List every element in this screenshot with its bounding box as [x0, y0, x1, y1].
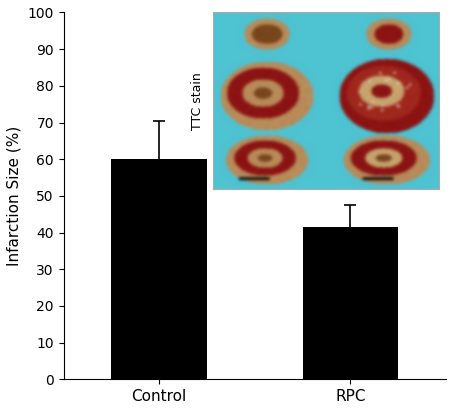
Text: TTC stain: TTC stain [191, 72, 203, 129]
Text: 5mm: 5mm [366, 180, 398, 193]
Y-axis label: Infarction Size (%): Infarction Size (%) [7, 126, 22, 266]
Bar [111, 159, 207, 379]
Bar [303, 227, 398, 379]
Text: *: * [291, 176, 303, 198]
